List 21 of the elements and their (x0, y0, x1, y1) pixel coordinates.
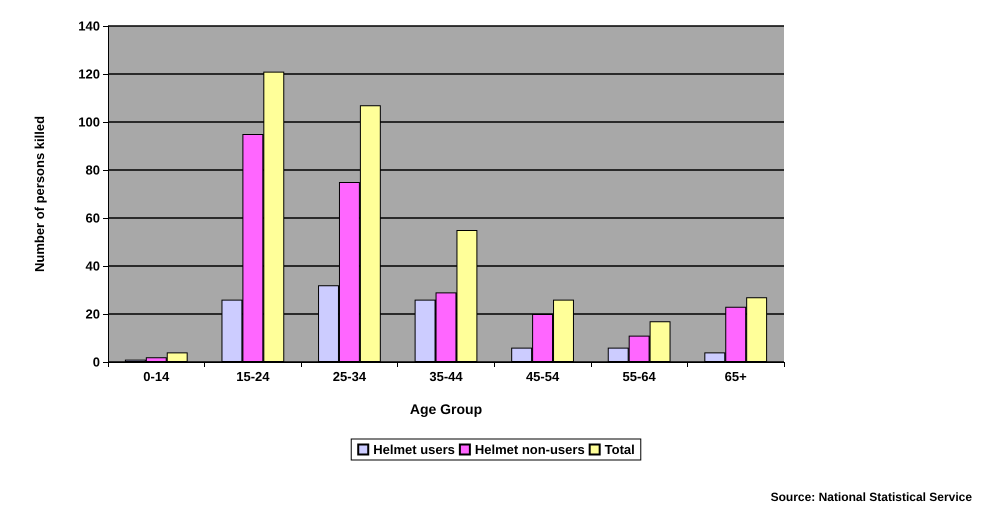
x-tick-label: 25-34 (332, 369, 367, 384)
y-tick-label: 40 (86, 258, 100, 274)
y-axis-title: Number of persons killed (32, 116, 47, 272)
x-tick-label: 65+ (724, 369, 748, 384)
legend-label: Helmet non-users (474, 442, 585, 457)
y-tick-label: 80 (86, 162, 100, 178)
legend-label: Helmet users (373, 442, 455, 457)
y-tick-label: 0 (92, 354, 100, 370)
y-tick-label: 20 (86, 306, 100, 322)
y-tick-label: 100 (78, 114, 100, 130)
y-tick-label: 120 (78, 66, 100, 82)
x-axis-title: Age Group (410, 401, 482, 417)
x-tick-label: 15-24 (236, 369, 270, 384)
x-tick-label: 0-14 (143, 369, 170, 384)
legend-label: Total (604, 442, 635, 457)
y-tick-label: 60 (86, 210, 100, 226)
y-tick-label: 140 (78, 18, 100, 34)
x-tick-label: 45-54 (526, 369, 560, 384)
x-tick-label: 55-64 (622, 369, 657, 384)
x-tick-label: 35-44 (429, 369, 464, 384)
source-note: Source: National Statistical Service (770, 490, 972, 504)
